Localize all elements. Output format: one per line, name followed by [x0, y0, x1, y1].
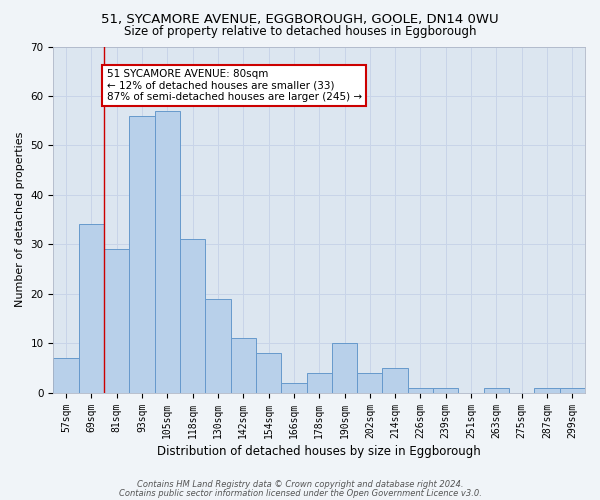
Bar — [130, 116, 155, 392]
Bar — [281, 382, 307, 392]
Bar — [155, 111, 180, 392]
Bar — [332, 343, 357, 392]
Bar — [230, 338, 256, 392]
Bar — [433, 388, 458, 392]
Bar — [484, 388, 509, 392]
Bar — [53, 358, 79, 392]
Text: Contains HM Land Registry data © Crown copyright and database right 2024.: Contains HM Land Registry data © Crown c… — [137, 480, 463, 489]
Text: 51, SYCAMORE AVENUE, EGGBOROUGH, GOOLE, DN14 0WU: 51, SYCAMORE AVENUE, EGGBOROUGH, GOOLE, … — [101, 12, 499, 26]
Y-axis label: Number of detached properties: Number of detached properties — [15, 132, 25, 307]
Bar — [408, 388, 433, 392]
Text: Size of property relative to detached houses in Eggborough: Size of property relative to detached ho… — [124, 25, 476, 38]
Bar — [104, 249, 130, 392]
Bar — [256, 353, 281, 393]
Bar — [382, 368, 408, 392]
Bar — [307, 373, 332, 392]
Bar — [79, 224, 104, 392]
Bar — [205, 298, 230, 392]
Text: Contains public sector information licensed under the Open Government Licence v3: Contains public sector information licen… — [119, 489, 481, 498]
Bar — [180, 240, 205, 392]
Bar — [357, 373, 382, 392]
Bar — [560, 388, 585, 392]
X-axis label: Distribution of detached houses by size in Eggborough: Distribution of detached houses by size … — [157, 444, 481, 458]
Bar — [535, 388, 560, 392]
Text: 51 SYCAMORE AVENUE: 80sqm
← 12% of detached houses are smaller (33)
87% of semi-: 51 SYCAMORE AVENUE: 80sqm ← 12% of detac… — [107, 68, 362, 102]
